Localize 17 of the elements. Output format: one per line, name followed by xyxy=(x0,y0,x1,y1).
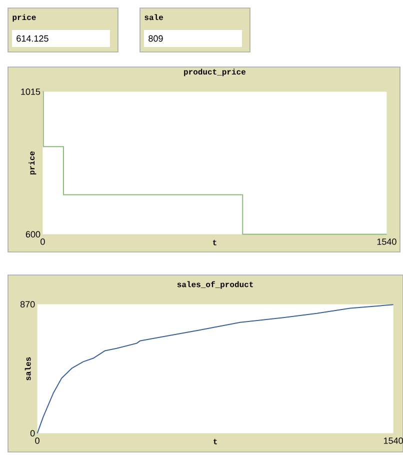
text: sale xyxy=(144,14,164,20)
text: price xyxy=(12,14,36,22)
x-tick-label: 1540 xyxy=(384,437,403,444)
y-axis-title: price xyxy=(28,151,36,174)
y-tick-label: 1015 xyxy=(21,88,40,95)
x-axis-title: t xyxy=(212,240,216,246)
text: 809 xyxy=(148,35,163,42)
y-axis-title: sales xyxy=(24,357,31,380)
y-tick-label: 600 xyxy=(26,231,40,238)
chart-title: sales_of_product xyxy=(177,281,253,289)
text: 614.125 xyxy=(16,35,48,42)
chart-title: product_price xyxy=(184,68,246,76)
x-tick-label: 1540 xyxy=(377,238,396,245)
y-tick-label: 0 xyxy=(30,430,35,436)
y-tick-label: 870 xyxy=(20,301,35,308)
x-axis-title: t xyxy=(214,438,217,444)
line-series xyxy=(36,304,394,434)
